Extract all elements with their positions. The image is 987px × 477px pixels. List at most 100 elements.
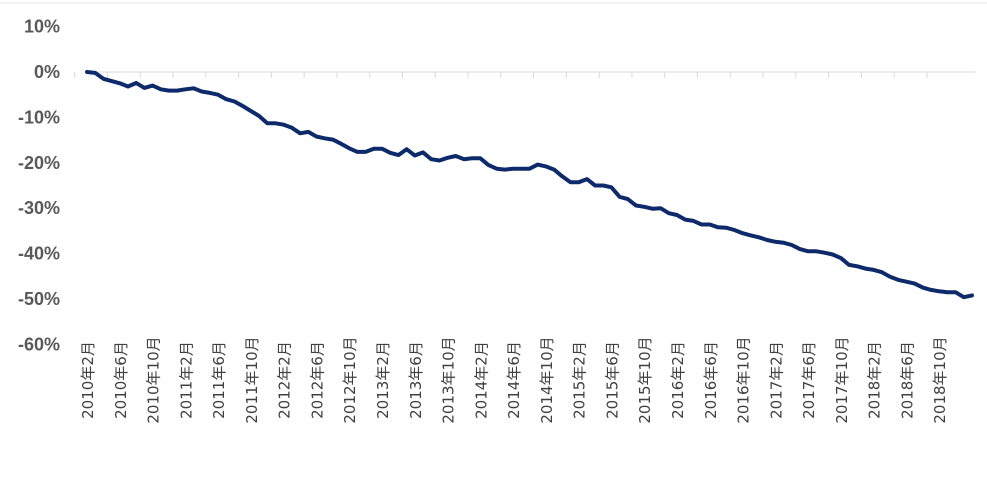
data-point	[618, 195, 621, 198]
data-point	[249, 109, 253, 113]
data-point	[725, 226, 728, 229]
data-point	[438, 159, 441, 162]
data-point	[143, 86, 146, 90]
data-point	[700, 223, 703, 226]
data-point	[430, 158, 433, 161]
data-point	[823, 251, 826, 254]
data-point	[94, 71, 97, 75]
x-tick-label: 2011年6月	[210, 341, 228, 419]
data-point	[929, 288, 933, 292]
data-point	[348, 147, 351, 150]
x-tick-label: 2016年6月	[702, 341, 720, 419]
data-point	[282, 123, 285, 126]
data-point	[110, 79, 113, 83]
data-point	[970, 294, 974, 297]
data-point	[364, 150, 367, 154]
data-point	[479, 157, 482, 160]
data-point	[634, 204, 638, 207]
plot-area	[0, 2, 987, 300]
y-tick-label: -40%	[18, 244, 60, 264]
data-point	[593, 184, 597, 187]
x-tick-label: 2013年6月	[407, 341, 425, 419]
data-point	[643, 205, 646, 208]
data-point	[266, 122, 269, 125]
data-point	[806, 250, 810, 253]
x-tick-label: 2018年10月	[931, 336, 949, 423]
data-point	[626, 197, 629, 201]
series-line	[85, 70, 974, 300]
y-tick-label: -60%	[18, 334, 60, 354]
data-point	[864, 267, 867, 270]
data-point	[675, 213, 679, 217]
data-point	[552, 168, 556, 171]
data-point	[577, 181, 580, 184]
data-point	[175, 89, 179, 92]
data-point	[233, 100, 236, 103]
data-point	[397, 153, 400, 157]
data-point	[880, 271, 884, 274]
x-tick-label: 2018年2月	[866, 341, 884, 419]
data-point	[569, 181, 572, 184]
data-point	[667, 212, 670, 215]
x-tick-label: 2010年2月	[79, 341, 97, 419]
data-point	[954, 291, 957, 294]
x-tick-label: 2013年2月	[374, 341, 392, 419]
data-point	[208, 91, 212, 95]
x-tick-label: 2015年2月	[571, 341, 589, 419]
data-point	[331, 138, 334, 141]
data-point	[405, 148, 408, 151]
data-point	[733, 228, 736, 232]
data-point	[831, 253, 834, 256]
x-tick-label: 2013年10月	[440, 336, 458, 423]
data-point	[307, 130, 310, 134]
data-point	[192, 87, 195, 90]
data-point	[708, 223, 711, 226]
x-tick-label: 2014年6月	[505, 341, 523, 419]
data-point	[913, 282, 916, 285]
data-point	[692, 219, 695, 223]
data-point	[323, 137, 326, 140]
x-tick-label: 2012年6月	[308, 341, 326, 419]
data-point	[938, 290, 941, 293]
data-point	[126, 85, 130, 88]
data-point	[380, 147, 384, 150]
data-point	[790, 243, 793, 247]
data-point	[815, 250, 818, 253]
data-point	[765, 238, 769, 242]
x-tick-label: 2018年6月	[898, 341, 916, 419]
x-tick-label: 2017年6月	[800, 341, 818, 419]
data-point	[167, 89, 171, 92]
x-tick-label: 2014年10月	[538, 336, 556, 423]
x-tick-label: 2017年2月	[767, 341, 785, 419]
data-point	[389, 151, 392, 154]
data-point	[897, 278, 900, 282]
data-point	[528, 167, 531, 170]
data-point	[856, 265, 859, 268]
data-point	[962, 296, 965, 299]
data-point	[921, 286, 924, 289]
x-tick-label: 2012年10月	[341, 336, 359, 423]
y-tick-label: -30%	[18, 198, 60, 218]
data-point	[905, 280, 908, 283]
data-point	[503, 168, 507, 171]
x-tick-label: 2016年2月	[669, 341, 687, 419]
data-point	[487, 163, 490, 167]
data-point	[372, 147, 375, 150]
x-tick-label: 2015年6月	[603, 341, 621, 419]
y-tick-label: 0%	[34, 62, 60, 82]
data-point	[495, 167, 498, 170]
x-tick-label: 2011年10月	[243, 336, 261, 423]
data-point	[511, 167, 515, 170]
y-tick-label: 10%	[24, 17, 60, 37]
x-tick-label: 2015年10月	[636, 336, 654, 423]
data-point	[274, 122, 277, 125]
data-point	[847, 263, 851, 267]
data-point	[585, 177, 589, 181]
data-point	[684, 218, 687, 221]
data-point	[544, 165, 548, 168]
x-tick-label: 2016年10月	[735, 336, 753, 423]
data-point	[241, 104, 244, 108]
data-point	[257, 114, 261, 118]
data-point	[659, 207, 662, 210]
